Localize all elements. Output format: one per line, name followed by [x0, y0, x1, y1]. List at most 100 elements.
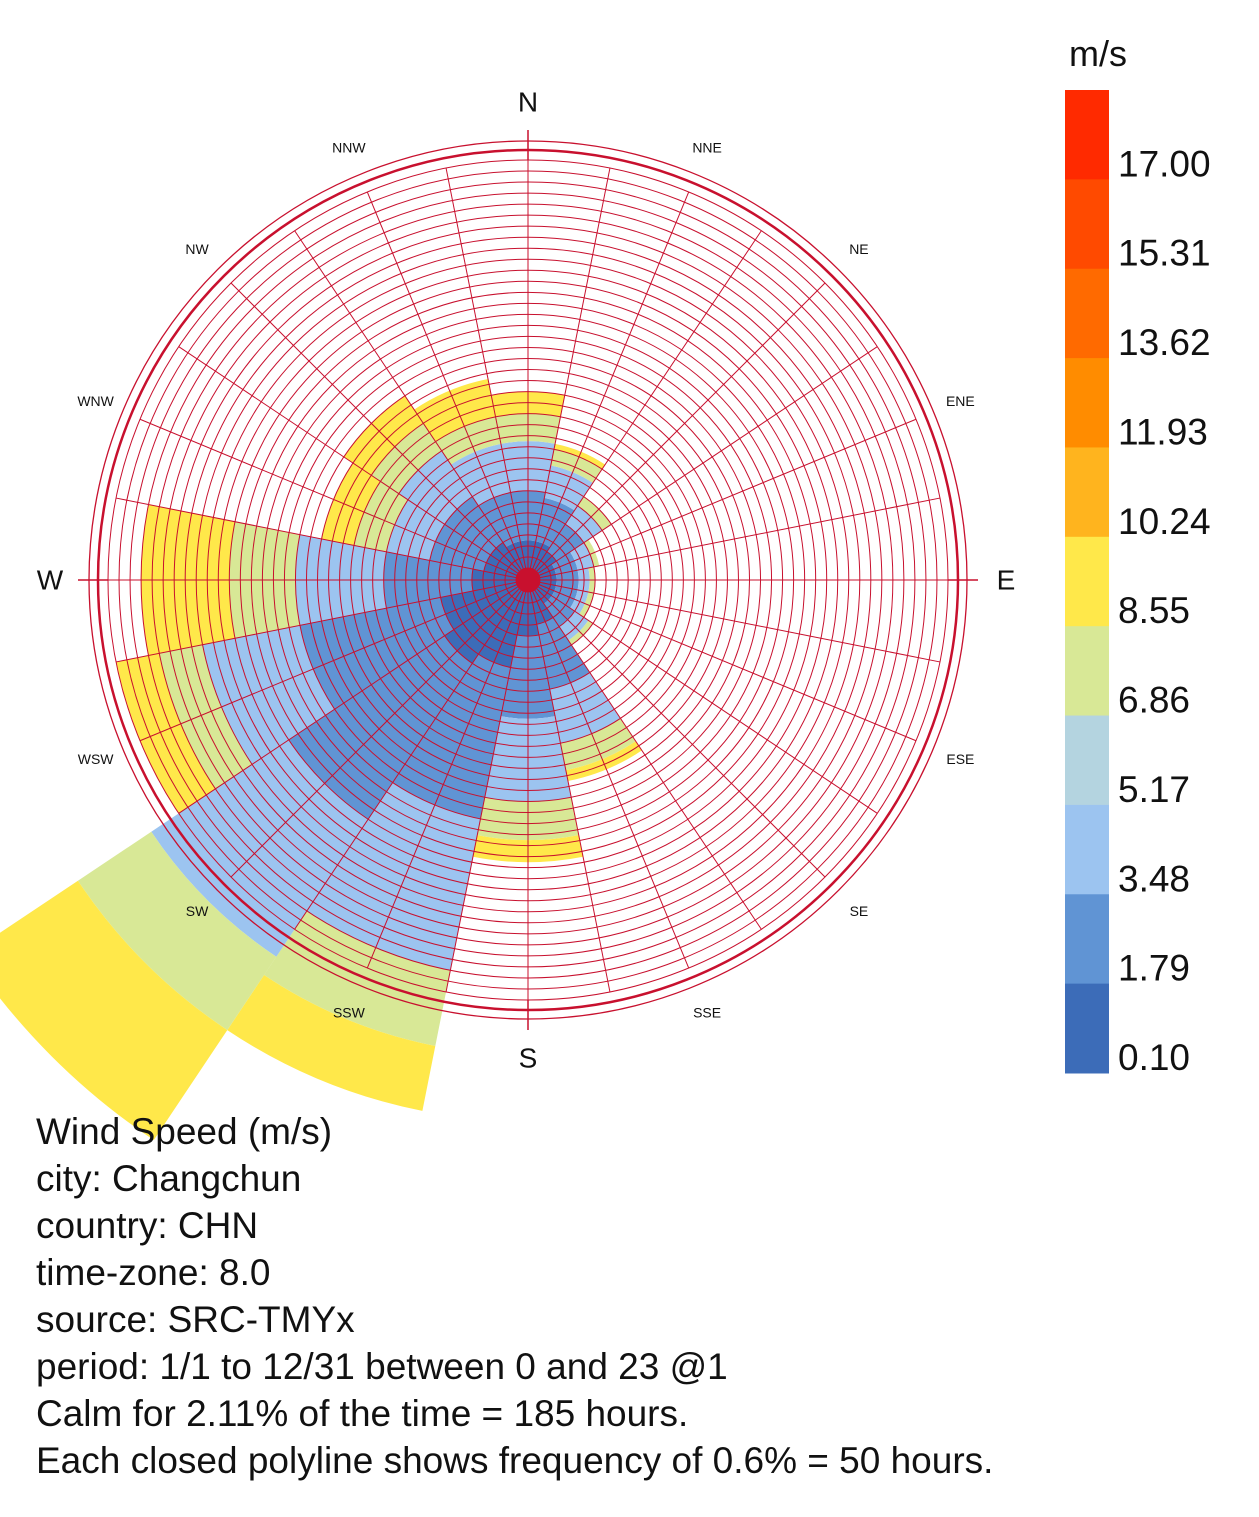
legend-swatch	[1065, 804, 1109, 895]
chart-info: Wind Speed (m/s) city: Changchun country…	[36, 1108, 993, 1484]
legend-swatch	[1065, 983, 1109, 1074]
wind-rose-grid	[78, 130, 978, 1030]
grid-spoke	[366, 191, 529, 581]
grid-spoke	[527, 418, 917, 581]
direction-labels: N NNE NE ENE E ESE SE SSE S SSW SW WSW W WNW NW NNW	[37, 87, 1016, 1074]
wind-bar-wsw-bin-1	[299, 597, 454, 710]
legend-swatch	[1065, 447, 1109, 538]
wind-bar-sse-bin-2	[549, 672, 621, 744]
legend-tick-label: 3.48	[1118, 858, 1190, 899]
grid-spoke	[527, 579, 941, 663]
direction-label-ese: ESE	[946, 751, 974, 767]
legend-tick-label: 0.10	[1118, 1037, 1190, 1078]
legend-tick-label: 8.55	[1118, 590, 1190, 631]
grid-spoke	[445, 167, 529, 581]
legend-swatch	[1065, 268, 1109, 359]
grid-spoke	[178, 579, 529, 814]
grid-spoke	[527, 579, 690, 969]
grid-spoke	[445, 579, 529, 993]
legend-tick-label: 11.93	[1118, 411, 1208, 452]
grid-spoke	[527, 497, 941, 581]
direction-label-se: SE	[850, 903, 869, 919]
grid-spoke	[527, 579, 611, 993]
legend-tick-label: 10.24	[1118, 501, 1211, 542]
legend-tick-label: 13.62	[1118, 322, 1211, 363]
grid-spoke	[139, 418, 529, 581]
calm-label: Calm for 2.11% of the time = 185 hours.	[36, 1393, 689, 1434]
wind-bar-nne-bin-1	[535, 497, 575, 548]
grid-spoke	[527, 579, 762, 930]
calm-center	[516, 568, 540, 592]
wind-bar-nnw-bin-1	[478, 492, 521, 548]
wind-bar-ese-bin-1	[551, 585, 578, 609]
direction-label-sw: SW	[186, 903, 209, 919]
city-label: city: Changchun	[36, 1158, 302, 1199]
grid-spoke	[366, 579, 529, 969]
wind-bar-ssw-bin-4	[227, 975, 436, 1111]
grid-spoke	[527, 191, 690, 581]
wind-bar-sse-bin-3	[560, 718, 636, 771]
direction-label-ssw: SSW	[333, 1004, 366, 1020]
timezone-label: time-zone: 8.0	[36, 1252, 271, 1293]
wind-bar-wsw-bin-2	[202, 625, 335, 765]
wind-bar-wsw-bin-3	[159, 644, 253, 789]
legend-tick-label: 17.00	[1118, 143, 1211, 184]
direction-label-nw: NW	[185, 241, 209, 257]
grid-spoke	[294, 230, 529, 581]
direction-label-wsw: WSW	[78, 751, 115, 767]
grid-spoke	[294, 579, 529, 930]
direction-label-w: W	[37, 565, 64, 596]
chart-title: Wind Speed (m/s)	[36, 1111, 333, 1152]
grid-spoke	[527, 579, 826, 878]
grid-spoke	[527, 282, 826, 581]
polyline-label: Each closed polyline shows frequency of …	[36, 1440, 994, 1481]
wind-bar-wsw-bin-4	[116, 653, 216, 814]
legend-swatch	[1065, 626, 1109, 717]
legend-title: m/s	[1069, 33, 1127, 74]
wind-bar-sw-bin-4	[0, 880, 228, 1141]
legend-swatch	[1065, 90, 1109, 180]
wind-bar-nnw-bin-2	[450, 443, 511, 506]
direction-label-s: S	[519, 1043, 538, 1074]
direction-label-n: N	[518, 87, 538, 118]
legend-tick-label: 1.79	[1118, 948, 1190, 989]
direction-label-wnw: WNW	[77, 393, 114, 409]
grid-spoke	[527, 346, 878, 581]
country-label: country: CHN	[36, 1205, 259, 1246]
legend-tick-label: 6.86	[1118, 680, 1190, 721]
speed-legend: m/s 17.00 15.31 13.62 11.93 10.24 8.55 6.86 5.17…	[1065, 33, 1211, 1078]
wind-bar-ssw-bin-1	[392, 654, 511, 819]
legend-tick-label: 5.17	[1118, 769, 1190, 810]
legend-swatch	[1065, 894, 1109, 985]
period-label: period: 1/1 to 12/31 between 0 and 23 @1	[36, 1346, 728, 1387]
direction-label-sse: SSE	[693, 1004, 721, 1020]
grid-spoke	[527, 230, 762, 581]
legend-swatch	[1065, 179, 1109, 270]
wind-bar-ene-bin-2	[570, 542, 594, 571]
grid-spoke	[178, 346, 529, 581]
grid-spoke	[115, 579, 529, 663]
legend-tick-label: 15.31	[1118, 233, 1211, 274]
grid-spoke	[139, 579, 529, 742]
grid-spoke	[230, 282, 529, 581]
direction-label-ne: NE	[849, 241, 868, 257]
direction-label-ene: ENE	[946, 393, 975, 409]
grid-spoke	[115, 497, 529, 581]
legend-swatch	[1065, 536, 1109, 627]
wind-bar-sw-bin-3	[77, 831, 277, 1031]
legend-swatch	[1065, 715, 1109, 806]
wind-bar-ene-bin-1	[551, 551, 578, 575]
grid-spoke	[527, 167, 611, 581]
direction-label-nne: NNE	[692, 140, 722, 156]
wind-bar-wnw-bin-3	[354, 481, 408, 552]
wind-bar-ssw-bin-3	[264, 910, 451, 1047]
wind-bar-sse-bin-1	[536, 617, 590, 690]
grid-spoke	[527, 579, 878, 814]
source-label: source: SRC-TMYx	[36, 1299, 355, 1340]
direction-label-nnw: NNW	[332, 140, 366, 156]
direction-label-e: E	[997, 565, 1016, 596]
wind-bar-nnw-bin-4	[414, 378, 496, 442]
grid-spoke	[527, 579, 917, 742]
legend-swatch	[1065, 358, 1109, 448]
